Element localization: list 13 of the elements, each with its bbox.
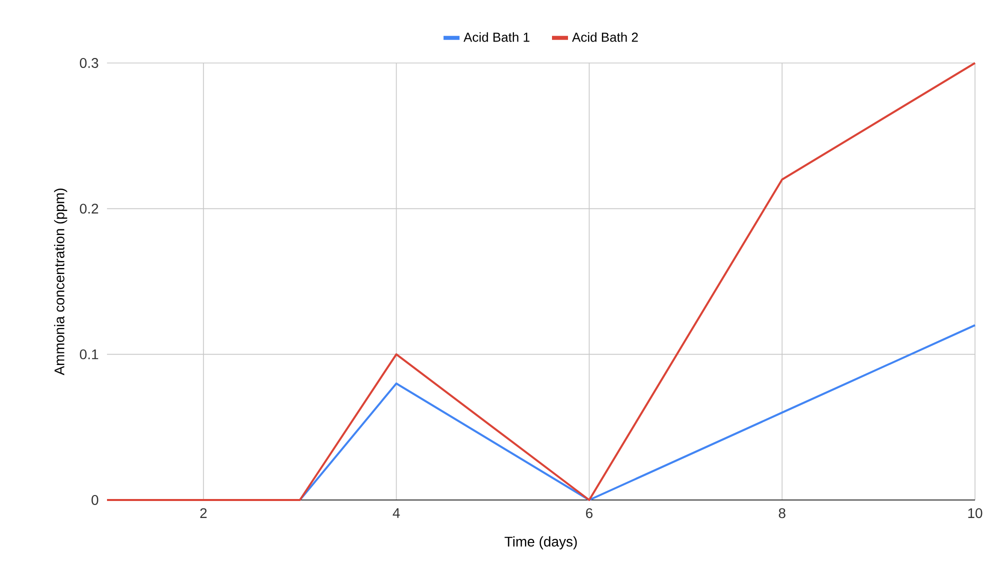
y-tick-label: 0.3 <box>80 58 98 68</box>
legend-label: Acid Bath 2 <box>572 32 638 42</box>
y-tick-label: 0.2 <box>80 204 98 214</box>
legend-label: Acid Bath 1 <box>464 32 530 42</box>
x-tick-label: 8 <box>778 508 786 518</box>
x-tick-label: 2 <box>200 508 207 518</box>
x-tick-label: 10 <box>968 508 982 518</box>
y-tick-label: 0.1 <box>80 349 98 360</box>
y-axis-title: Ammonia concentration (ppm) <box>54 188 68 376</box>
x-tick-label: 6 <box>586 508 592 518</box>
x-tick-label: 4 <box>392 508 400 518</box>
x-axis-title: Time (days) <box>504 536 577 550</box>
y-tick-label: 0 <box>92 495 98 505</box>
